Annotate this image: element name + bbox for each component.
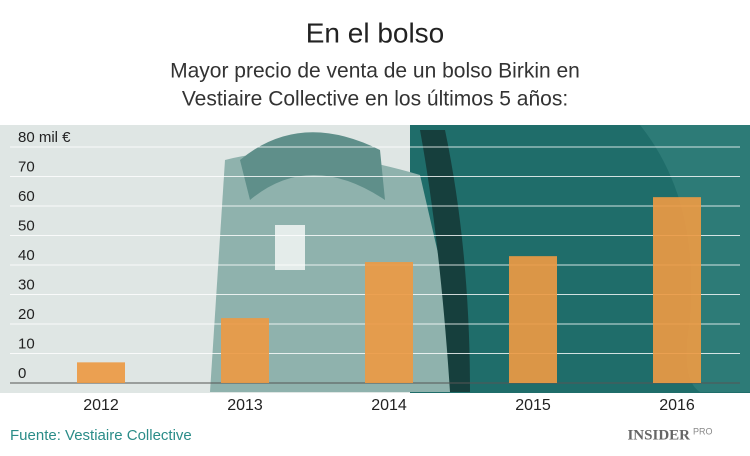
x-tick-label: 2012 xyxy=(83,397,119,414)
chart-title: En el bolso xyxy=(306,17,445,48)
x-tick-label: 2014 xyxy=(371,397,407,414)
x-tick-label: 2015 xyxy=(515,397,551,414)
y-tick-label: 50 xyxy=(18,217,35,234)
y-tick-label: 40 xyxy=(18,247,35,264)
bar xyxy=(509,256,557,383)
y-tick-label: 70 xyxy=(18,158,35,175)
bar xyxy=(365,262,413,383)
bar xyxy=(653,197,701,383)
source: Fuente: Vestiaire Collective xyxy=(10,427,192,444)
chart-subtitle: Vestiaire Collective en los últimos 5 añ… xyxy=(182,88,568,111)
logo: INSIDER xyxy=(627,427,690,443)
y-tick-label: 30 xyxy=(18,276,35,293)
y-tick-label: 0 xyxy=(18,365,26,382)
x-tick-label: 2016 xyxy=(659,397,695,414)
logo: PRO xyxy=(693,426,713,436)
y-tick-label: 80 mil € xyxy=(18,129,71,146)
y-tick-label: 10 xyxy=(18,335,35,352)
chart-subtitle: Mayor precio de venta de un bolso Birkin… xyxy=(170,60,580,83)
y-tick-label: 60 xyxy=(18,188,35,205)
bar xyxy=(77,362,125,383)
bar xyxy=(221,318,269,383)
x-tick-label: 2013 xyxy=(227,397,263,414)
y-tick-label: 20 xyxy=(18,306,35,323)
